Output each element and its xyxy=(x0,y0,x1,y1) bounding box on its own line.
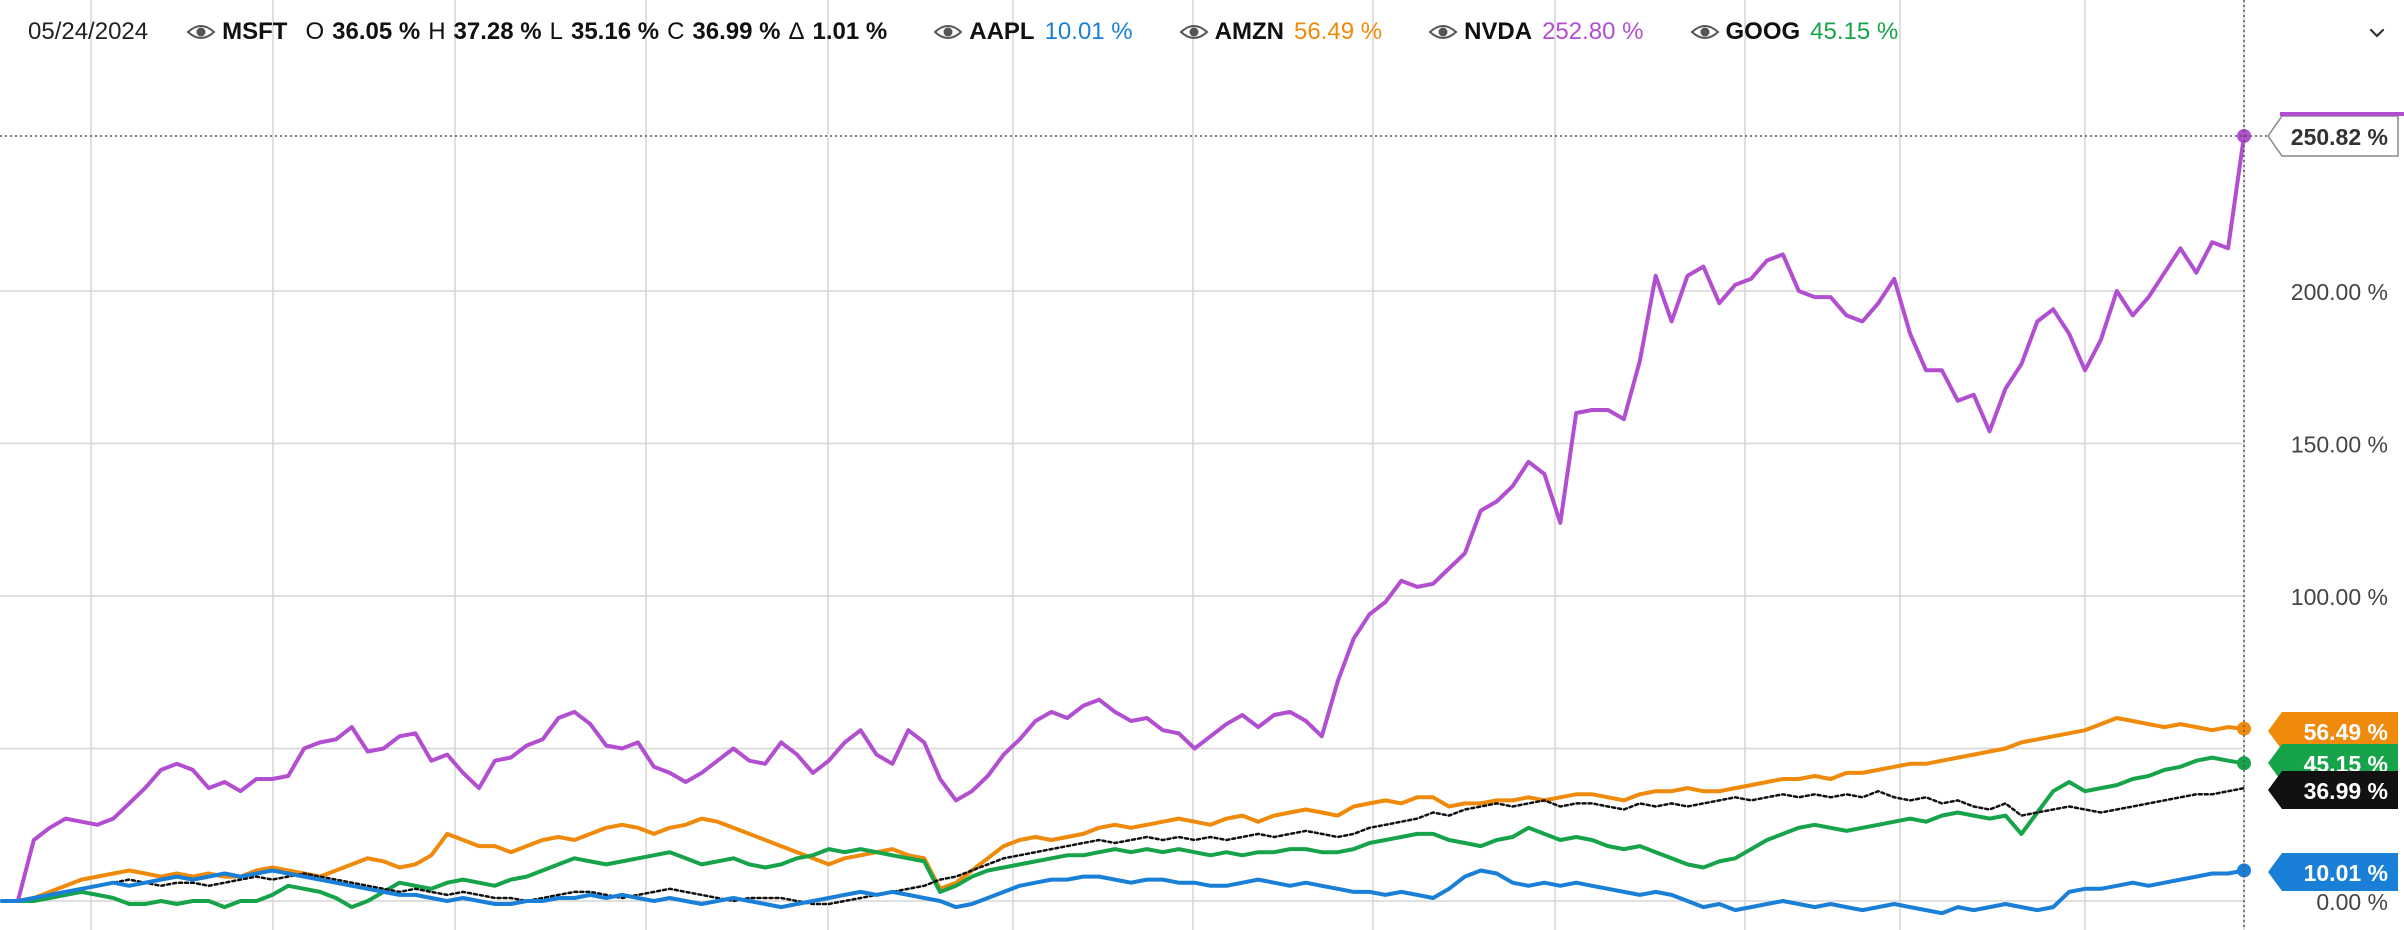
y-tick-label: 200.00 % xyxy=(2291,279,2388,305)
series-line-nvda xyxy=(0,134,2246,903)
crosshair-label-text: 250.82 % xyxy=(2291,124,2388,150)
series-layer xyxy=(0,128,2251,916)
legend-low-label: L xyxy=(549,18,563,45)
legend-symbol: AAPL xyxy=(969,18,1035,45)
legend-value: 45.15 % xyxy=(1810,18,1899,45)
crosshair xyxy=(0,0,2268,930)
end-label-box xyxy=(2268,853,2398,891)
legend-symbol: MSFT xyxy=(222,18,288,45)
end-label-box xyxy=(2268,712,2398,750)
chevron-down-icon[interactable] xyxy=(2364,20,2390,46)
legend-close-label: C xyxy=(667,18,685,45)
series-line-msft xyxy=(0,786,2246,906)
legend-item-msft[interactable]: MSFT O 36.05 % H 37.28 % L 35.16 % C 36.… xyxy=(186,18,887,46)
legend-symbol: AMZN xyxy=(1214,18,1284,45)
legend-symbol: NVDA xyxy=(1464,18,1533,45)
legend-item-aapl[interactable]: AAPL 10.01 % xyxy=(933,18,1133,46)
eye-icon[interactable] xyxy=(1690,22,1720,42)
legend-symbol: GOOG xyxy=(1725,18,1801,45)
legend-value: 56.49 % xyxy=(1293,18,1383,45)
grid-lines xyxy=(0,0,2245,930)
series-line-aapl xyxy=(0,868,2246,916)
legend-close-value: 36.99 % xyxy=(692,18,781,45)
y-axis-ticks: 0.00 %50.00 %100.00 %150.00 %200.00 % xyxy=(2291,279,2388,915)
legend-high-value: 37.28 % xyxy=(453,18,542,45)
eye-icon[interactable] xyxy=(1428,22,1458,42)
end-label-text: 56.49 % xyxy=(2304,719,2388,745)
end-label-text: 10.01 % xyxy=(2304,860,2388,886)
legend-item-goog[interactable]: GOOG 45.15 % xyxy=(1690,18,1899,46)
end-label-aapl: 10.01 % xyxy=(2268,853,2398,891)
crosshair-label-box xyxy=(2267,115,2399,157)
end-label-text: 36.99 % xyxy=(2304,778,2388,804)
eye-icon[interactable] xyxy=(933,22,963,42)
legend-high-label: H xyxy=(428,18,446,45)
legend-low-value: 35.16 % xyxy=(570,18,660,45)
series-end-dot-amzn xyxy=(2237,721,2251,736)
series-line-amzn xyxy=(0,716,2246,903)
y-tick-label: 150.00 % xyxy=(2291,432,2388,458)
series-line-goog xyxy=(0,755,2246,910)
series-end-labels: 56.49 %45.15 %36.99 %10.01 % xyxy=(2268,712,2398,891)
legend-change-value: 1.01 % xyxy=(812,18,888,45)
legend-bar: 05/24/2024 MSFT O 36.05 % H 37.28 % L 35… xyxy=(0,0,2404,64)
end-label-amzn: 56.49 % xyxy=(2268,712,2398,750)
end-label-box xyxy=(2268,771,2398,809)
legend-value: 10.01 % xyxy=(1044,18,1133,45)
legend-change-label: Δ xyxy=(788,18,805,45)
legend-date: 05/24/2024 xyxy=(28,18,149,45)
legend-open-label: O xyxy=(305,18,325,45)
eye-icon[interactable] xyxy=(1179,22,1209,42)
legend-item-amzn[interactable]: AMZN 56.49 % xyxy=(1179,18,1382,46)
legend-item-nvda[interactable]: NVDA 252.80 % xyxy=(1428,18,1644,46)
eye-icon[interactable] xyxy=(186,22,216,42)
end-label-msft: 36.99 % xyxy=(2268,771,2398,809)
crosshair-value-label: 250.82 % xyxy=(2267,111,2404,157)
legend-value: 252.80 % xyxy=(1542,18,1644,45)
y-tick-label: 100.00 % xyxy=(2291,584,2388,610)
legend-open-value: 36.05 % xyxy=(332,18,421,45)
y-tick-label: 0.00 % xyxy=(2316,889,2388,915)
series-end-dot-goog xyxy=(2237,756,2251,771)
